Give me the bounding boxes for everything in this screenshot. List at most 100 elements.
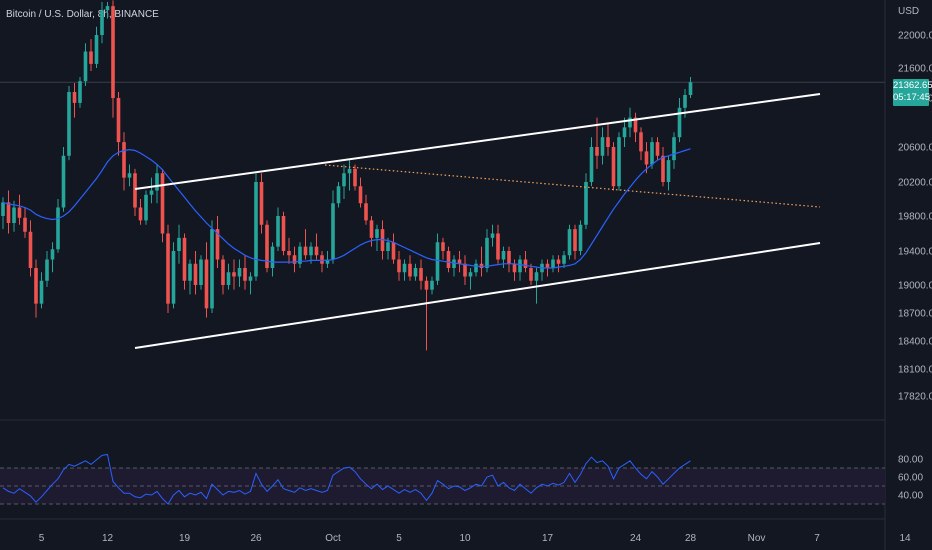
candle-body [402, 263, 407, 273]
candle-body [303, 246, 308, 256]
candle-body [215, 229, 220, 260]
candle-body [375, 229, 379, 238]
candle-body [435, 242, 440, 281]
candle-body [259, 182, 264, 225]
candle-body [320, 255, 324, 264]
candle-body [551, 259, 555, 268]
candle-body [287, 251, 291, 256]
candle-body [314, 246, 319, 256]
last-price: 21362.65 [893, 80, 932, 91]
bar-countdown: 05:17:45 [893, 92, 930, 103]
candle-body [171, 251, 176, 304]
rsi-band [0, 467, 885, 505]
price-tick-label: 20600.00 [898, 143, 932, 154]
candle-body [639, 132, 643, 152]
time-tick-label: 5 [39, 533, 45, 544]
candle-body [1, 202, 5, 216]
candle-body [188, 263, 192, 281]
candle-body [265, 224, 269, 268]
time-tick-label: 17 [542, 533, 554, 544]
price-tick-label: 20200.00 [898, 178, 932, 189]
rsi-line-path [2, 453, 691, 505]
candle-body [441, 242, 445, 251]
candle-body [116, 98, 121, 143]
candle-body [182, 237, 187, 281]
candle-body [496, 233, 500, 260]
rsi-tick-label: 40.00 [898, 491, 923, 502]
candle-body [270, 246, 275, 268]
candle-body [688, 82, 693, 95]
candle-body [567, 229, 572, 256]
candle-body [78, 81, 82, 103]
candle-body [523, 259, 528, 268]
time-tick-label: 7 [814, 533, 820, 544]
candle-body [12, 207, 16, 223]
candle-body [34, 268, 38, 304]
candle-body [501, 251, 506, 260]
moving-average [2, 148, 691, 269]
candle-body [666, 160, 671, 182]
candle-body [677, 107, 682, 138]
candle-body [562, 255, 566, 264]
candle-body [556, 259, 561, 264]
candle-body [199, 259, 203, 285]
candle-body [358, 186, 363, 204]
time-tick-label: Nov [748, 533, 766, 544]
channel-upper-line[interactable] [134, 93, 821, 190]
price-tick-label: 19800.00 [898, 212, 932, 223]
chart-title: Bitcoin / U.S. Dollar, 8h, BINANCE [6, 9, 159, 20]
candle-body [430, 280, 434, 290]
rsi-line [2, 453, 691, 505]
candle-body [408, 263, 412, 277]
time-tick-label: Oct [325, 533, 341, 544]
price-tick-label: 18100.00 [898, 365, 932, 376]
candle-body [391, 242, 396, 260]
candle-body [56, 207, 60, 250]
candle-body [413, 268, 418, 277]
price-tick-label: 17820.00 [898, 392, 932, 403]
currency-label: USD [898, 6, 919, 17]
price-tick-label: 18700.00 [898, 309, 932, 320]
candle-body [600, 137, 605, 156]
candle-body [281, 216, 286, 251]
candle-body [529, 268, 533, 281]
candle-body [254, 182, 258, 277]
last-price-tag: 21362.65 05:17:45 [893, 79, 932, 106]
candle-body [353, 168, 357, 187]
candle-body [133, 173, 137, 208]
candle-body [127, 173, 132, 178]
candle-body [419, 268, 423, 281]
candle-body [611, 147, 616, 187]
candle-body [149, 190, 154, 195]
candle-body [155, 173, 159, 191]
price-tick-label: 18400.00 [898, 337, 932, 348]
channel-mid-line[interactable] [324, 164, 821, 208]
candle-body [336, 186, 341, 204]
candle-body [573, 229, 577, 251]
time-tick-label: 19 [179, 533, 191, 544]
candle-body [276, 216, 280, 247]
candle-body [628, 117, 632, 128]
candle-body [369, 220, 374, 238]
candle-body [232, 272, 236, 277]
candle-body [397, 259, 401, 273]
candle-body [331, 203, 335, 260]
candle-body [595, 147, 599, 156]
candle-body [507, 251, 511, 264]
candle-body [589, 147, 594, 182]
candle-body [23, 217, 27, 232]
candle-body [122, 142, 126, 178]
candle-body [309, 246, 313, 256]
candle-body [512, 263, 517, 273]
rsi-tick-label: 80.00 [898, 455, 923, 466]
candle-body [347, 168, 352, 174]
channel-lower-line[interactable] [134, 242, 821, 349]
candle-body [67, 92, 71, 156]
trend-channel[interactable] [134, 93, 821, 349]
candle-body [243, 268, 247, 281]
candles [1, 0, 693, 351]
candle-body [468, 272, 473, 277]
candle-body [342, 173, 346, 187]
candle-body [144, 194, 148, 221]
